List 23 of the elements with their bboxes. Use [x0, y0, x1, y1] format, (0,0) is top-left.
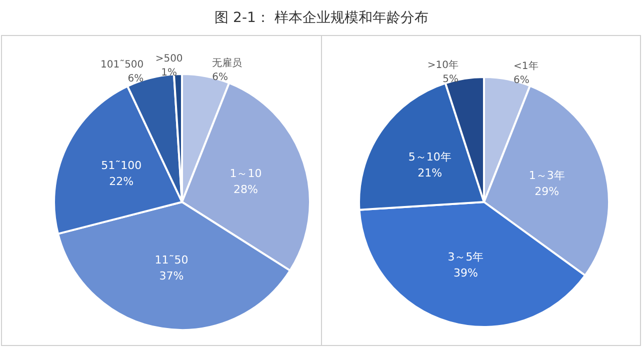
slice-label: <1年: [514, 60, 538, 72]
slice-label: 1～3年: [528, 169, 565, 182]
slice-label: 1～10: [230, 166, 262, 180]
chart-title: 图 2-1： 样本企业规模和年龄分布: [214, 10, 428, 26]
data-label: 6%: [128, 74, 144, 85]
data-label: 1%: [161, 68, 177, 79]
slice-label: 3～5年: [448, 250, 484, 264]
data-label: 21%: [418, 166, 442, 180]
data-label: 6%: [212, 72, 228, 83]
slice-label: 无雇员: [212, 56, 242, 69]
data-label: 22%: [109, 174, 134, 188]
data-label: 29%: [534, 185, 560, 198]
slice-label: 101˜500: [100, 60, 144, 71]
data-label: 5%: [442, 74, 459, 86]
data-label: 6%: [514, 74, 530, 86]
data-label: 39%: [454, 266, 478, 280]
slice-label: 5～10年: [408, 150, 452, 164]
slice-label: >10年: [427, 59, 459, 72]
data-label: 37%: [159, 270, 184, 283]
slice-label: 11˜50: [154, 254, 188, 267]
slice-label: >500: [155, 54, 183, 65]
data-label: 28%: [233, 182, 258, 196]
slice-label: 51˜100: [101, 158, 142, 172]
